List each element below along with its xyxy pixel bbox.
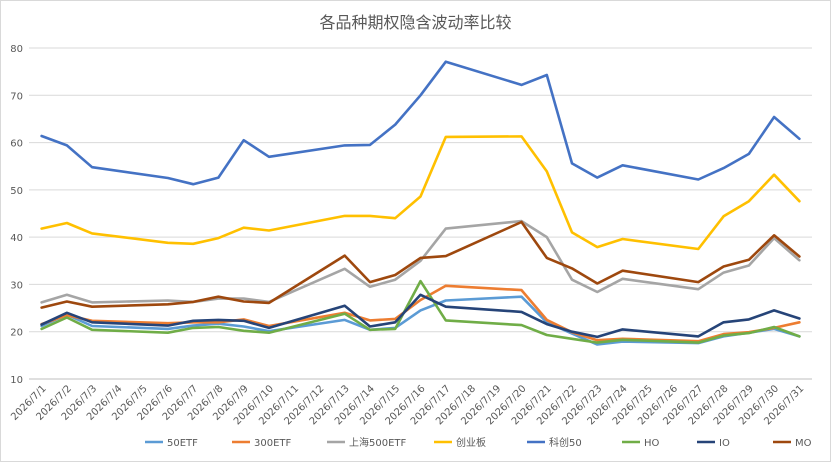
series-line-IO (40, 293, 801, 339)
y-tick-label: 30 (10, 280, 23, 291)
legend-label: MO (795, 438, 812, 449)
series-line-上海500ETF (40, 219, 801, 304)
y-tick-label: 40 (10, 233, 23, 244)
legend-label: 300ETF (254, 438, 292, 449)
series-line-HO (40, 279, 801, 344)
y-tick-label: 70 (10, 91, 23, 102)
chart-title: 各品种期权隐含波动率比较 (319, 13, 512, 32)
y-tick-label: 50 (10, 186, 23, 197)
legend-label: 科创50 (549, 436, 582, 449)
legend-label: 50ETF (167, 438, 198, 449)
series-line-科创50 (40, 60, 801, 186)
legend-label: 上海500ETF (349, 436, 407, 449)
series-line-创业板 (40, 135, 801, 251)
y-tick-label: 10 (10, 375, 23, 386)
legend-label: HO (644, 438, 660, 449)
y-tick-label: 20 (10, 328, 23, 339)
y-tick-label: 60 (10, 139, 23, 150)
series-line-MO (40, 220, 801, 309)
legend-label: IO (719, 438, 730, 449)
y-tick-label: 80 (10, 44, 23, 55)
legend-label: 创业板 (456, 436, 486, 449)
